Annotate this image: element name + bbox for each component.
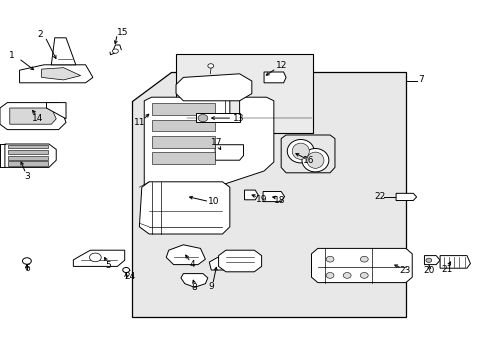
Bar xyxy=(8,150,48,154)
Text: 6: 6 xyxy=(24,264,30,273)
Circle shape xyxy=(360,273,367,278)
Polygon shape xyxy=(41,68,81,80)
Text: 13: 13 xyxy=(232,113,244,122)
Text: 21: 21 xyxy=(441,266,452,274)
Polygon shape xyxy=(424,256,439,265)
Circle shape xyxy=(360,256,367,262)
Ellipse shape xyxy=(306,152,323,168)
Circle shape xyxy=(425,258,431,262)
Text: 3: 3 xyxy=(24,172,30,181)
Polygon shape xyxy=(139,182,229,234)
Polygon shape xyxy=(195,113,239,122)
Bar xyxy=(151,120,215,131)
Circle shape xyxy=(89,253,101,262)
Text: 10: 10 xyxy=(207,197,219,206)
Ellipse shape xyxy=(302,148,328,172)
Polygon shape xyxy=(263,192,284,202)
Polygon shape xyxy=(176,74,251,101)
Polygon shape xyxy=(181,274,207,287)
Text: 18: 18 xyxy=(273,196,285,204)
Polygon shape xyxy=(73,250,124,266)
Ellipse shape xyxy=(291,143,308,159)
Polygon shape xyxy=(0,103,66,130)
Text: 22: 22 xyxy=(374,192,386,201)
Polygon shape xyxy=(264,72,285,83)
Circle shape xyxy=(22,258,31,264)
Circle shape xyxy=(207,64,213,68)
Polygon shape xyxy=(46,103,66,119)
Text: 5: 5 xyxy=(105,261,111,270)
Polygon shape xyxy=(215,145,243,160)
Text: 24: 24 xyxy=(123,272,135,281)
Polygon shape xyxy=(311,248,411,283)
Polygon shape xyxy=(244,190,258,200)
Ellipse shape xyxy=(287,140,313,163)
Polygon shape xyxy=(5,144,56,167)
Polygon shape xyxy=(51,38,76,65)
Bar xyxy=(8,145,48,148)
Bar xyxy=(151,103,215,115)
Text: 8: 8 xyxy=(191,284,197,292)
Text: 2: 2 xyxy=(37,30,43,39)
Circle shape xyxy=(325,273,333,278)
Polygon shape xyxy=(10,108,56,124)
Circle shape xyxy=(343,273,350,278)
Text: 14: 14 xyxy=(32,113,43,122)
Circle shape xyxy=(198,114,207,122)
Circle shape xyxy=(325,256,333,262)
Text: 4: 4 xyxy=(189,261,195,269)
Text: 20: 20 xyxy=(423,266,434,275)
Text: 23: 23 xyxy=(398,266,410,275)
Polygon shape xyxy=(144,97,273,187)
Bar xyxy=(151,152,215,164)
Polygon shape xyxy=(218,250,261,272)
Polygon shape xyxy=(132,72,405,317)
Text: 16: 16 xyxy=(303,156,314,165)
Polygon shape xyxy=(439,256,469,268)
Bar xyxy=(151,136,215,148)
Text: 12: 12 xyxy=(275,61,286,70)
Circle shape xyxy=(112,49,118,53)
Bar xyxy=(176,54,312,133)
Polygon shape xyxy=(395,193,416,201)
Bar xyxy=(8,161,48,166)
Polygon shape xyxy=(20,65,93,83)
Circle shape xyxy=(122,267,129,273)
Polygon shape xyxy=(209,257,228,270)
Polygon shape xyxy=(166,245,205,265)
Text: 15: 15 xyxy=(116,28,128,37)
Text: 1: 1 xyxy=(9,51,15,60)
Text: 7: 7 xyxy=(418,76,424,85)
Bar xyxy=(8,156,48,160)
Text: 19: 19 xyxy=(255,195,267,204)
Text: 9: 9 xyxy=(208,282,214,292)
Text: 17: 17 xyxy=(210,139,222,148)
Text: 11: 11 xyxy=(134,118,145,127)
